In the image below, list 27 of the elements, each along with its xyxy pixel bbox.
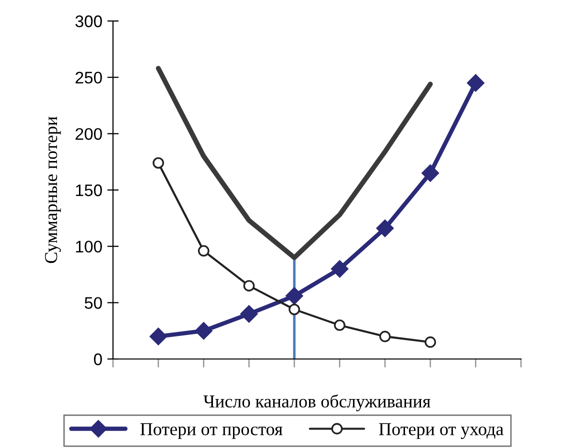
y-tick-label: 150 [76,184,102,196]
point [376,220,394,237]
y-tick-label: 300 [75,15,102,28]
point [286,287,304,305]
point [150,328,168,346]
y-tick-label: 50 [84,297,102,309]
point [422,164,440,182]
point [379,330,391,342]
point [334,320,346,331]
line-series [156,66,433,260]
y-tick-label: 100 [76,240,102,253]
legend-label: Потери от ухода [379,423,504,439]
y-tick-label: 250 [76,72,102,84]
point [152,157,164,169]
point [424,336,436,348]
point [198,245,210,257]
point [466,74,484,92]
point [194,322,212,340]
legend-label: Потери от простоя [140,423,282,439]
point [288,304,300,316]
x-axis-title: Число каналов обслуживания [203,394,430,412]
point [330,260,348,278]
y-tick-label: 0 [94,353,102,366]
point [240,305,258,323]
point [243,280,255,292]
y-axis-title: Суммарные потери [45,116,61,264]
y-tick-label: 200 [76,128,102,140]
